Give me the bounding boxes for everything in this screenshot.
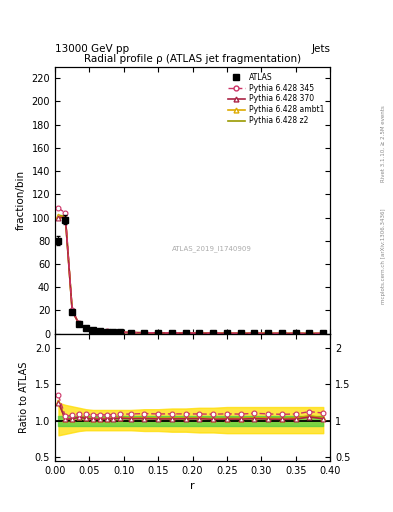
X-axis label: r: r [190,481,195,491]
Text: 13000 GeV pp: 13000 GeV pp [55,44,129,54]
Y-axis label: fraction/bin: fraction/bin [16,170,26,230]
Title: Radial profile ρ (ATLAS jet fragmentation): Radial profile ρ (ATLAS jet fragmentatio… [84,54,301,65]
Text: Jets: Jets [311,44,330,54]
Text: Rivet 3.1.10, ≥ 2.5M events: Rivet 3.1.10, ≥ 2.5M events [381,105,386,182]
Text: ATLAS_2019_I1740909: ATLAS_2019_I1740909 [172,245,252,251]
Text: mcplots.cern.ch [arXiv:1306.3436]: mcplots.cern.ch [arXiv:1306.3436] [381,208,386,304]
Y-axis label: Ratio to ATLAS: Ratio to ATLAS [19,361,29,433]
Legend: ATLAS, Pythia 6.428 345, Pythia 6.428 370, Pythia 6.428 ambt1, Pythia 6.428 z2: ATLAS, Pythia 6.428 345, Pythia 6.428 37… [226,70,326,127]
